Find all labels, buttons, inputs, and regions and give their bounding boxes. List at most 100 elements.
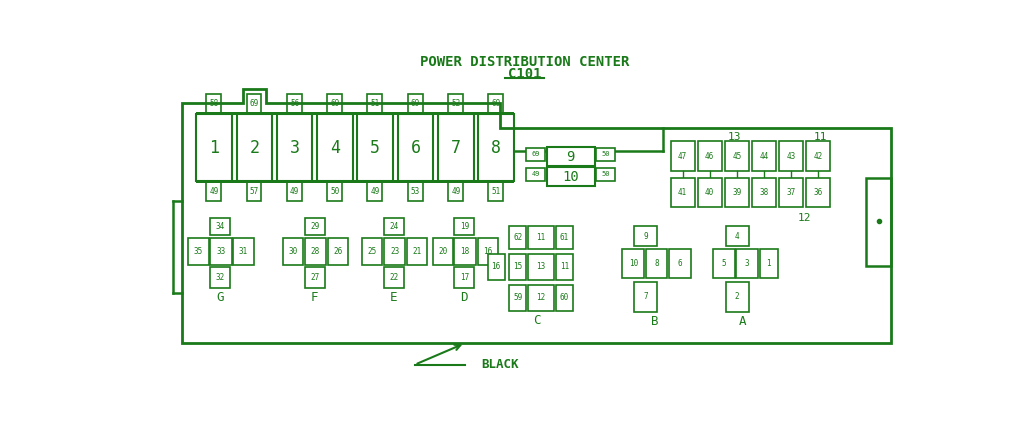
Bar bbox=[713, 249, 735, 278]
Bar bbox=[478, 114, 514, 181]
Text: 13: 13 bbox=[727, 132, 740, 142]
Text: 60: 60 bbox=[560, 293, 569, 302]
Bar bbox=[509, 226, 526, 249]
Bar bbox=[449, 93, 463, 113]
Bar bbox=[287, 181, 302, 201]
Text: BLACK: BLACK bbox=[481, 358, 519, 371]
Bar bbox=[305, 267, 325, 288]
Bar bbox=[736, 249, 758, 278]
Bar bbox=[697, 178, 722, 207]
Bar bbox=[752, 178, 776, 207]
Bar bbox=[623, 249, 644, 278]
Text: 21: 21 bbox=[413, 248, 422, 256]
Bar bbox=[368, 181, 382, 201]
Text: 2: 2 bbox=[249, 139, 259, 157]
Bar bbox=[237, 114, 272, 181]
Bar bbox=[407, 238, 427, 265]
Text: 36: 36 bbox=[813, 188, 822, 197]
Bar bbox=[276, 114, 312, 181]
Bar bbox=[726, 282, 749, 312]
Text: 56: 56 bbox=[290, 99, 299, 108]
Bar bbox=[317, 114, 352, 181]
Bar bbox=[726, 226, 749, 246]
Text: 12: 12 bbox=[798, 213, 811, 224]
Bar bbox=[760, 249, 778, 278]
Text: 6: 6 bbox=[678, 259, 682, 268]
Text: 7: 7 bbox=[643, 293, 648, 301]
Text: 9: 9 bbox=[643, 232, 648, 240]
Text: 24: 24 bbox=[389, 222, 398, 232]
Text: 5: 5 bbox=[722, 259, 726, 268]
Text: 51: 51 bbox=[371, 99, 380, 108]
Text: 25: 25 bbox=[368, 248, 377, 256]
Text: 7: 7 bbox=[451, 139, 461, 157]
Bar bbox=[247, 93, 261, 113]
Text: 50: 50 bbox=[601, 152, 609, 157]
Bar bbox=[509, 254, 526, 280]
Bar bbox=[528, 226, 554, 249]
Text: 6: 6 bbox=[411, 139, 421, 157]
Text: 47: 47 bbox=[678, 152, 687, 160]
Bar bbox=[697, 141, 722, 171]
Text: 3: 3 bbox=[744, 259, 750, 268]
Bar bbox=[210, 267, 230, 288]
Bar bbox=[547, 167, 595, 186]
Bar bbox=[488, 93, 503, 113]
Text: 62: 62 bbox=[513, 233, 522, 242]
Text: 49: 49 bbox=[371, 187, 380, 196]
Bar bbox=[197, 180, 514, 183]
Text: 28: 28 bbox=[311, 248, 321, 256]
Bar bbox=[646, 249, 668, 278]
Text: 52: 52 bbox=[452, 99, 461, 108]
Bar bbox=[528, 254, 554, 280]
Bar bbox=[233, 238, 254, 265]
Bar bbox=[283, 238, 303, 265]
Text: 49: 49 bbox=[209, 187, 219, 196]
Text: 19: 19 bbox=[460, 222, 469, 232]
Bar bbox=[305, 218, 325, 235]
Text: A: A bbox=[739, 315, 746, 328]
Text: 58: 58 bbox=[209, 99, 219, 108]
Text: 31: 31 bbox=[239, 248, 248, 256]
Bar bbox=[477, 238, 498, 265]
Bar bbox=[362, 238, 382, 265]
Text: 22: 22 bbox=[389, 273, 398, 282]
Text: 11: 11 bbox=[813, 132, 826, 142]
Text: 49: 49 bbox=[452, 187, 461, 196]
Text: 44: 44 bbox=[759, 152, 769, 160]
Bar bbox=[455, 267, 474, 288]
Text: 46: 46 bbox=[705, 152, 715, 160]
Text: 30: 30 bbox=[289, 248, 298, 256]
Bar bbox=[328, 93, 342, 113]
Bar bbox=[305, 238, 327, 265]
Text: 57: 57 bbox=[250, 187, 259, 196]
Bar bbox=[206, 93, 221, 113]
Text: 49: 49 bbox=[290, 187, 299, 196]
Bar bbox=[247, 181, 261, 201]
Text: C101: C101 bbox=[508, 67, 542, 80]
Text: C: C bbox=[534, 314, 541, 327]
Text: 16: 16 bbox=[483, 248, 493, 256]
Text: 45: 45 bbox=[732, 152, 741, 160]
Text: 37: 37 bbox=[786, 188, 796, 197]
Text: POWER DISTRIBUTION CENTER: POWER DISTRIBUTION CENTER bbox=[420, 55, 630, 69]
Text: 12: 12 bbox=[537, 293, 546, 302]
Bar bbox=[206, 181, 221, 201]
Text: 8: 8 bbox=[492, 139, 501, 157]
Bar bbox=[752, 141, 776, 171]
Text: 69: 69 bbox=[492, 99, 501, 108]
Text: 51: 51 bbox=[492, 187, 501, 196]
Text: 69: 69 bbox=[331, 99, 340, 108]
Text: B: B bbox=[651, 315, 658, 328]
Bar bbox=[669, 249, 690, 278]
Bar bbox=[397, 114, 433, 181]
Bar bbox=[328, 238, 348, 265]
Bar bbox=[547, 147, 595, 166]
Text: 33: 33 bbox=[216, 248, 225, 256]
Text: 4: 4 bbox=[735, 232, 739, 240]
Text: 2: 2 bbox=[735, 293, 739, 301]
Bar bbox=[455, 218, 474, 235]
Bar bbox=[671, 141, 694, 171]
Bar bbox=[526, 148, 545, 161]
Text: 69: 69 bbox=[411, 99, 420, 108]
